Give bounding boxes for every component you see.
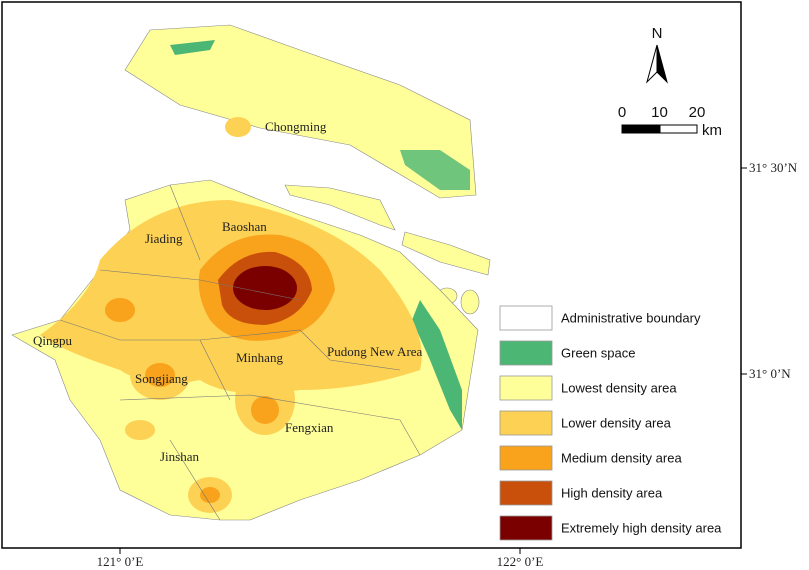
legend-label: Administrative boundary	[561, 310, 701, 325]
scale-tick-label: 0	[618, 104, 626, 121]
boundary	[59, 184, 421, 521]
legend-swatch	[499, 445, 553, 471]
island	[284, 184, 396, 231]
district-label: Jiading	[145, 231, 183, 246]
legend-label: Green space	[561, 345, 635, 360]
legend-label: Medium density area	[561, 450, 682, 465]
district-label: Jinshan	[160, 449, 200, 464]
district-label: Minhang	[236, 350, 283, 365]
district-label: Chongming	[265, 119, 327, 134]
green-space	[400, 150, 470, 190]
legend-swatch	[499, 410, 553, 436]
lon-label: 122° 0’E	[497, 554, 544, 569]
legend-label: Extremely high density area	[561, 520, 722, 535]
island	[401, 231, 491, 276]
scale-tick-label: 10	[651, 104, 668, 121]
legend-label: Lower density area	[561, 415, 672, 430]
lat-label: 31° 30’N	[749, 160, 798, 175]
legend-label: High density area	[561, 485, 663, 500]
legend-swatch	[499, 305, 553, 331]
north-label: N	[652, 25, 663, 42]
legend-swatch	[499, 480, 553, 506]
legend-swatch	[499, 375, 553, 401]
scale-unit: km	[702, 122, 722, 139]
district-label: Qingpu	[33, 333, 73, 348]
scale-bar	[659, 124, 698, 134]
island	[460, 289, 480, 315]
green-space	[170, 40, 215, 55]
legend-label: Lowest density area	[561, 380, 677, 395]
lon-label: 121° 0’E	[97, 554, 144, 569]
district-label: Songjiang	[135, 371, 188, 386]
district-label: Fengxian	[285, 420, 334, 435]
legend: Administrative boundary Green space Lowest…	[494, 298, 740, 546]
green-space	[412, 300, 462, 430]
lat-label: 31° 0’N	[749, 366, 791, 381]
district-label: Baoshan	[222, 219, 267, 234]
district-label: Pudong New Area	[327, 344, 423, 359]
legend-swatch	[499, 515, 553, 541]
legend-swatch	[499, 340, 553, 366]
north-arrow	[656, 44, 668, 84]
density-layer	[40, 117, 422, 513]
scale-tick-label: 20	[689, 104, 706, 121]
scale-bar	[621, 124, 661, 134]
